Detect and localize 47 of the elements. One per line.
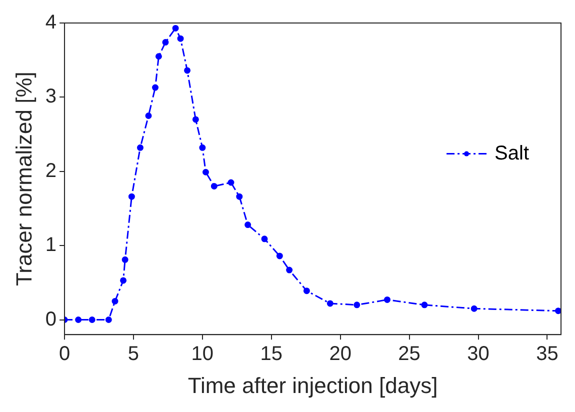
point: [354, 302, 360, 308]
point: [136, 144, 144, 151]
point: [326, 300, 334, 307]
point: [184, 67, 191, 74]
point: [105, 316, 112, 324]
point: [554, 308, 561, 314]
point: [261, 236, 268, 242]
y-tick-label: 4: [45, 12, 57, 34]
point: [192, 116, 199, 123]
point: [172, 24, 179, 32]
point: [112, 298, 118, 304]
point: [75, 316, 82, 324]
point: [384, 296, 390, 303]
x-tick-label: 30: [467, 343, 490, 366]
x-tick-label: 25: [398, 343, 420, 366]
point: [162, 39, 169, 46]
x-tick-label: 20: [329, 343, 352, 366]
point: [122, 256, 128, 263]
point: [128, 193, 135, 200]
point: [177, 35, 184, 42]
point: [120, 277, 127, 284]
point: [470, 305, 478, 312]
point: [155, 53, 162, 60]
x-tick-label: 35: [536, 343, 558, 366]
x-tick-label: 5: [128, 343, 140, 366]
point: [152, 84, 159, 91]
point: [88, 316, 96, 324]
y-axis-title: Tracer normalized [%]: [11, 72, 36, 286]
point: [228, 179, 234, 186]
y-tick-label: 3: [45, 86, 57, 108]
point: [199, 144, 206, 151]
point: [276, 252, 283, 260]
point: [303, 288, 310, 294]
point: [244, 222, 252, 228]
x-tick-label: 15: [260, 343, 283, 366]
x-axis-title: Time after injection [days]: [188, 372, 438, 398]
point: [236, 193, 243, 200]
point: [145, 112, 152, 119]
point: [421, 302, 428, 308]
point: [202, 168, 209, 176]
y-tick-label: 2: [45, 160, 57, 182]
y-tick-label: 0: [45, 308, 57, 330]
point: [210, 182, 218, 190]
legend-label: Salt: [494, 142, 530, 164]
y-tick-label: 1: [45, 234, 57, 256]
point: [286, 266, 293, 274]
x-tick-label: 10: [191, 343, 214, 366]
